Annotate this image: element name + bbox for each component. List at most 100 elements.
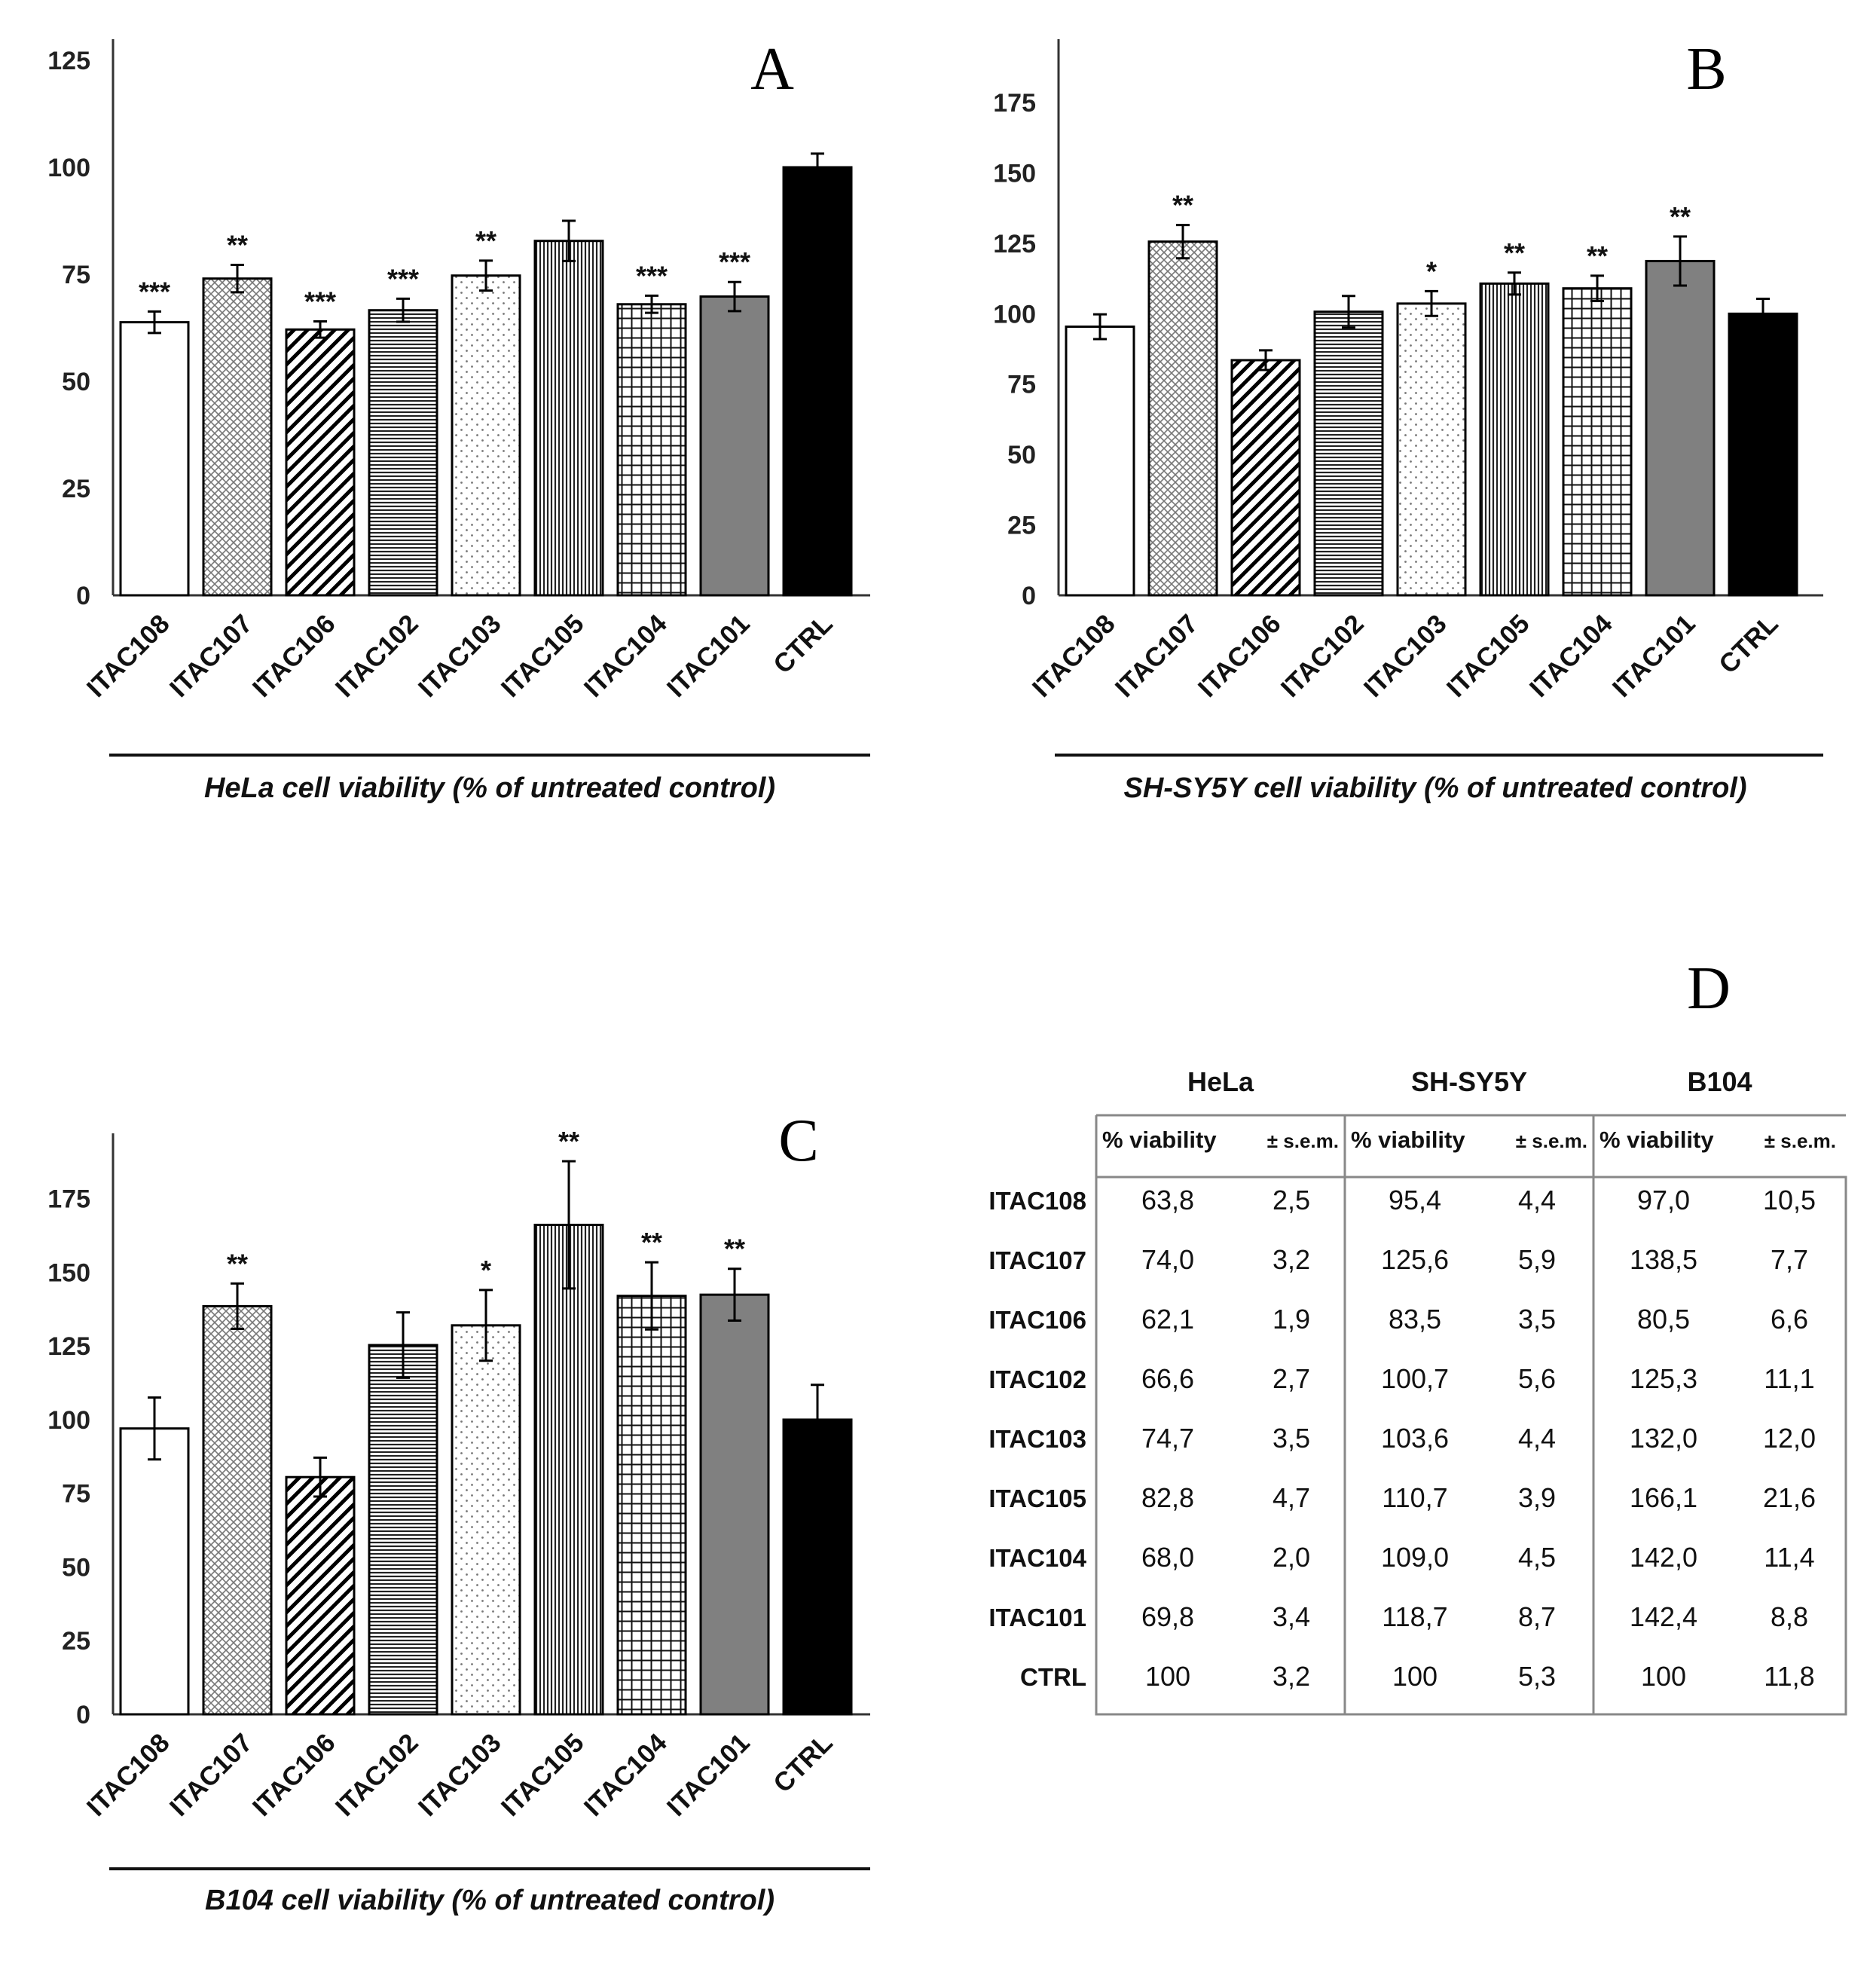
category-label: CTRL bbox=[1713, 609, 1784, 680]
significance-label: *** bbox=[139, 276, 170, 307]
table-row-label: ITAC108 bbox=[988, 1187, 1086, 1215]
table-cell: 3,4 bbox=[1273, 1601, 1310, 1632]
table-box bbox=[1095, 1176, 1847, 1716]
significance-label: ** bbox=[227, 230, 248, 261]
table-cell: 63,8 bbox=[1141, 1185, 1194, 1215]
panel-letter-a: A bbox=[750, 36, 794, 102]
bar bbox=[1313, 310, 1384, 597]
table-cell: 11,4 bbox=[1764, 1542, 1814, 1573]
table-cell: 2,0 bbox=[1273, 1542, 1310, 1573]
data-table-d: HeLa SH-SY5Y B104 % viability ± s.e.m. % viab… bbox=[988, 1066, 1847, 1716]
table-cell: 8,7 bbox=[1518, 1601, 1556, 1632]
table-cell: 132,0 bbox=[1630, 1423, 1697, 1454]
bar bbox=[202, 277, 273, 597]
table-cell: 4,4 bbox=[1518, 1423, 1556, 1454]
bar bbox=[119, 1427, 190, 1716]
table-cell: 11,1 bbox=[1764, 1363, 1814, 1394]
table-cell: 3,2 bbox=[1273, 1244, 1310, 1275]
table-subheader: ± s.e.m. bbox=[1267, 1130, 1339, 1152]
category-label: ITAC101 bbox=[661, 1728, 756, 1822]
bar bbox=[699, 295, 770, 597]
category-label: ITAC106 bbox=[247, 1728, 341, 1822]
table-cell: 7,7 bbox=[1771, 1244, 1808, 1275]
table-cell: 68,0 bbox=[1141, 1542, 1194, 1573]
table-cell: 80,5 bbox=[1637, 1304, 1690, 1335]
category-label: ITAC103 bbox=[1358, 609, 1453, 703]
significance-label: *** bbox=[387, 263, 419, 294]
table-cell: 118,7 bbox=[1382, 1601, 1447, 1632]
table-cell: 21,6 bbox=[1763, 1482, 1816, 1513]
table-row-label: ITAC101 bbox=[988, 1604, 1086, 1631]
bar bbox=[699, 1293, 770, 1716]
table-cell: 1,9 bbox=[1273, 1304, 1310, 1335]
table-row-label: ITAC107 bbox=[988, 1246, 1086, 1274]
table-subheader: % viability bbox=[1102, 1127, 1217, 1153]
table-cell: 74,0 bbox=[1141, 1244, 1194, 1275]
table-group-header: HeLa bbox=[1187, 1066, 1254, 1097]
table-cell: 109,0 bbox=[1381, 1542, 1449, 1573]
category-label: ITAC108 bbox=[81, 1728, 176, 1822]
y-tick-label: 175 bbox=[993, 89, 1036, 118]
table-cell: 2,7 bbox=[1273, 1363, 1310, 1394]
table-row-label: CTRL bbox=[1020, 1663, 1086, 1691]
category-label: ITAC106 bbox=[247, 609, 341, 703]
category-label: CTRL bbox=[768, 609, 839, 680]
significance-label: ** bbox=[724, 1234, 745, 1264]
category-label: ITAC104 bbox=[1524, 609, 1618, 703]
x-axis-title: B104 cell viability (% of untreated cont… bbox=[205, 1885, 775, 1916]
table-cell: 100 bbox=[1145, 1661, 1190, 1692]
category-label: ITAC102 bbox=[1276, 609, 1370, 703]
significance-label: *** bbox=[636, 260, 668, 291]
y-tick-label: 75 bbox=[62, 261, 90, 289]
bar bbox=[285, 328, 356, 597]
table-cell: 5,9 bbox=[1518, 1244, 1556, 1275]
table-cell: 125,3 bbox=[1630, 1363, 1697, 1394]
table-cell: 10,5 bbox=[1763, 1185, 1816, 1215]
significance-label: ** bbox=[1172, 190, 1193, 221]
category-label: ITAC107 bbox=[164, 609, 258, 703]
table-row-label: ITAC104 bbox=[988, 1544, 1086, 1572]
significance-label: * bbox=[1426, 255, 1437, 286]
bar bbox=[533, 1223, 604, 1716]
table-row-label: ITAC106 bbox=[988, 1306, 1086, 1334]
category-label: ITAC108 bbox=[1027, 609, 1121, 703]
table-row-label: ITAC102 bbox=[988, 1365, 1086, 1393]
bar bbox=[1728, 312, 1798, 597]
bar bbox=[1065, 326, 1135, 597]
table-cell: 110,7 bbox=[1382, 1482, 1447, 1513]
table-row-label: ITAC105 bbox=[988, 1484, 1086, 1512]
category-label: ITAC105 bbox=[496, 609, 590, 703]
category-label: ITAC103 bbox=[413, 609, 507, 703]
y-tick-label: 25 bbox=[1007, 512, 1036, 540]
table-cell: 142,0 bbox=[1630, 1542, 1697, 1573]
table-cell: 5,6 bbox=[1518, 1363, 1556, 1394]
y-tick-label: 125 bbox=[993, 230, 1036, 258]
y-tick-label: 25 bbox=[62, 475, 90, 503]
table-cell: 138,5 bbox=[1630, 1244, 1697, 1275]
y-tick-label: 25 bbox=[62, 1627, 90, 1656]
significance-label: ** bbox=[558, 1126, 579, 1157]
significance-label: ** bbox=[475, 225, 496, 256]
table-cell: 4,5 bbox=[1518, 1542, 1556, 1573]
table-cell: 6,6 bbox=[1771, 1304, 1808, 1335]
table-subheader: ± s.e.m. bbox=[1764, 1130, 1836, 1152]
chart-panel-c: 0255075100125150175ITAC108**ITAC107ITAC1… bbox=[47, 1126, 870, 1916]
category-label: ITAC105 bbox=[1441, 609, 1535, 703]
bar bbox=[368, 1344, 438, 1716]
table-cell: 74,7 bbox=[1141, 1423, 1194, 1454]
table-cell: 100 bbox=[1641, 1661, 1686, 1692]
category-label: ITAC108 bbox=[81, 609, 176, 703]
category-label: ITAC106 bbox=[1193, 609, 1287, 703]
bar bbox=[616, 303, 687, 597]
significance-label: ** bbox=[1504, 237, 1525, 268]
table-cell: 11,8 bbox=[1764, 1661, 1814, 1692]
y-tick-label: 100 bbox=[47, 154, 90, 182]
table-cell: 4,4 bbox=[1518, 1185, 1556, 1215]
bar bbox=[451, 1324, 521, 1716]
y-tick-label: 100 bbox=[47, 1406, 90, 1435]
table-cell: 166,1 bbox=[1630, 1482, 1697, 1513]
panel-letter-c: C bbox=[778, 1108, 818, 1174]
y-tick-label: 150 bbox=[993, 159, 1036, 188]
table-cell: 100 bbox=[1392, 1661, 1438, 1692]
table-cell: 62,1 bbox=[1141, 1304, 1194, 1335]
